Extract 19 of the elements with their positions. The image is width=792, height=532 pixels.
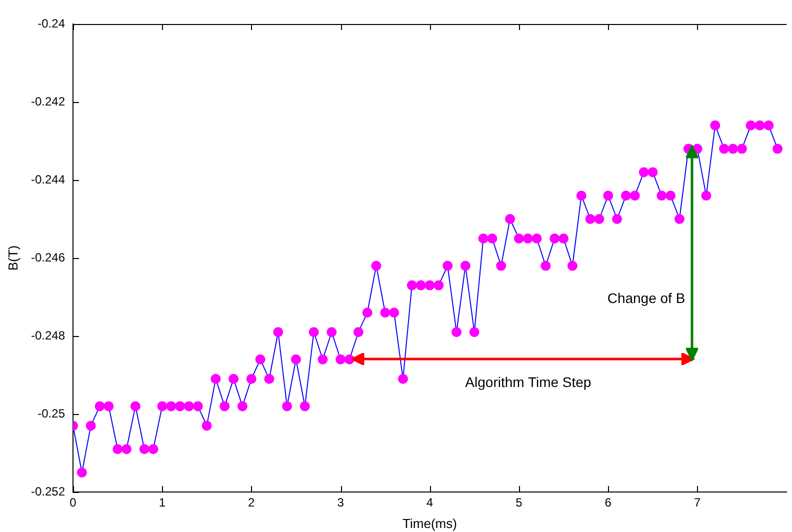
y-tick-label: -0.248 [30, 328, 66, 342]
x-tick-label: 2 [248, 496, 256, 510]
annotation: Change of B [607, 290, 686, 306]
y-tick-label: -0.244 [30, 172, 66, 186]
y-tick-label: -0.25 [38, 406, 66, 420]
x-tick-label: 5 [516, 496, 523, 510]
x-tick-label: 0 [70, 496, 77, 510]
x-tick-label: 4 [426, 496, 434, 510]
x-tick-label: 7 [694, 496, 701, 510]
x-tick-label: 3 [337, 496, 344, 510]
y-tick-label: -0.246 [30, 250, 66, 264]
y-tick-label: -0.242 [30, 94, 66, 108]
y-tick-label: -0.252 [30, 484, 66, 498]
annotation: Algorithm Time Step [465, 374, 592, 390]
y-axis-title: B(T) [5, 245, 20, 271]
x-tick-label: 1 [158, 496, 166, 510]
x-tick-label: 6 [604, 496, 612, 510]
x-axis-title: Time(ms) [402, 516, 457, 531]
y-tick-label: -0.24 [38, 16, 66, 30]
